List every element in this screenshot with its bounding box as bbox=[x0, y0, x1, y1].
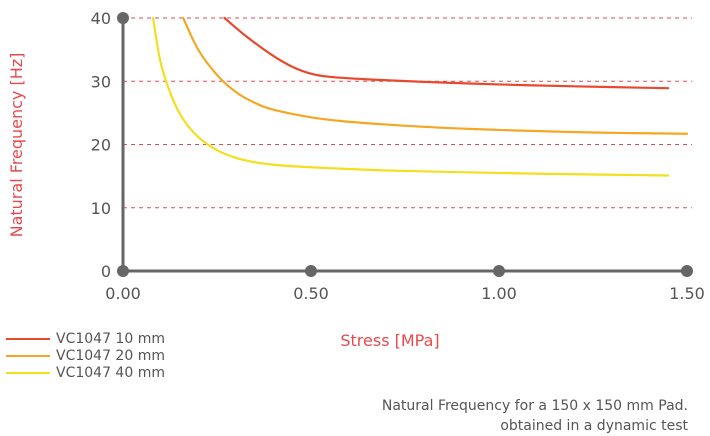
axis-marker bbox=[305, 265, 317, 277]
legend-item: VC1047 20 mm bbox=[6, 347, 165, 364]
legend: VC1047 10 mm VC1047 20 mm VC1047 40 mm bbox=[6, 330, 165, 381]
y-tick-label: 0 bbox=[101, 262, 111, 281]
legend-item: VC1047 10 mm bbox=[6, 330, 165, 347]
series-lines bbox=[151, 16, 689, 177]
legend-item: VC1047 40 mm bbox=[6, 364, 165, 381]
series-line bbox=[182, 16, 689, 135]
series-line bbox=[151, 16, 670, 177]
axis-marker bbox=[493, 265, 505, 277]
y-tick-label: 40 bbox=[91, 9, 111, 28]
legend-swatch bbox=[6, 371, 50, 374]
tick-labels: 0 10 20 30 40 0.00 0.50 1.00 1.50 bbox=[91, 9, 705, 303]
y-tick-label: 20 bbox=[91, 136, 111, 155]
x-tick-label: 1.00 bbox=[481, 284, 517, 303]
x-tick-label: 0.00 bbox=[105, 284, 141, 303]
legend-swatch bbox=[6, 337, 50, 340]
series-line bbox=[223, 16, 670, 90]
x-tick-label: 0.50 bbox=[293, 284, 329, 303]
axes bbox=[117, 12, 693, 277]
y-tick-label: 10 bbox=[91, 199, 111, 218]
legend-label: VC1047 10 mm bbox=[56, 330, 165, 347]
chart-caption: Natural Frequency for a 150 x 150 mm Pad… bbox=[382, 396, 688, 436]
x-axis-title: Stress [MPa] bbox=[340, 331, 439, 350]
legend-label: VC1047 20 mm bbox=[56, 347, 165, 364]
y-axis-title: Natural Frequency [Hz] bbox=[7, 53, 26, 238]
x-tick-label: 1.50 bbox=[669, 284, 705, 303]
legend-label: VC1047 40 mm bbox=[56, 364, 165, 381]
axis-marker bbox=[117, 265, 129, 277]
caption-line: Natural Frequency for a 150 x 150 mm Pad… bbox=[381, 398, 688, 414]
caption-line: obtained in a dynamic test bbox=[500, 418, 688, 434]
y-tick-label: 30 bbox=[91, 72, 111, 91]
axis-marker bbox=[681, 265, 693, 277]
legend-swatch bbox=[6, 354, 50, 357]
grid-lines bbox=[123, 17, 692, 209]
axis-marker bbox=[117, 12, 129, 24]
